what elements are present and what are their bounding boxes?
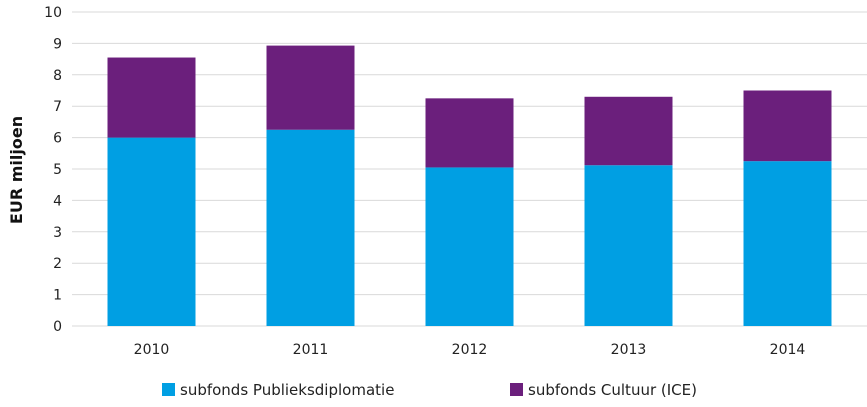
legend: subfonds Publieksdiplomatie subfonds Cul…: [162, 381, 697, 399]
y-tick-label: 7: [53, 99, 62, 115]
bar-2011-series-0: [266, 129, 355, 326]
legend-swatch-cultuur-ice: [510, 383, 523, 396]
legend-swatch-publieksdiplomatie: [162, 383, 175, 396]
x-tick-label: 2013: [611, 342, 647, 358]
bars: [107, 45, 832, 326]
y-tick-label: 6: [53, 131, 62, 147]
x-tick-label: 2014: [770, 342, 806, 358]
x-tick-label: 2010: [134, 342, 170, 358]
x-tick-label: 2011: [293, 342, 329, 358]
y-tick-labels: 0 1 2 3 4 5 6 7 8 9 10: [44, 5, 62, 335]
bar-2010-series-1: [107, 57, 196, 138]
bar-2012-series-1: [425, 98, 514, 168]
bar-2013-series-1: [584, 96, 673, 166]
y-tick-label: 3: [53, 225, 62, 241]
y-tick-label: 4: [53, 193, 62, 209]
legend-label-publieksdiplomatie: subfonds Publieksdiplomatie: [180, 381, 394, 399]
bar-2013-series-0: [584, 165, 673, 326]
y-axis-title: EUR miljoen: [7, 116, 26, 224]
x-tick-label: 2012: [452, 342, 488, 358]
y-tick-label: 10: [44, 5, 62, 21]
bar-2011-series-1: [266, 45, 355, 130]
bar-2012-series-0: [425, 167, 514, 326]
y-tick-label: 1: [53, 288, 62, 304]
x-tick-labels: 2010 2011 2012 2013 2014: [134, 342, 806, 358]
y-tick-label: 9: [53, 36, 62, 52]
bar-2014-series-0: [743, 161, 832, 326]
bar-2014-series-1: [743, 90, 832, 162]
y-tick-label: 5: [53, 162, 62, 178]
y-tick-label: 0: [53, 319, 62, 335]
bar-2010-series-0: [107, 137, 196, 326]
legend-label-cultuur-ice: subfonds Cultuur (ICE): [528, 381, 697, 399]
y-tick-label: 8: [53, 68, 62, 84]
y-tick-label: 2: [53, 256, 62, 272]
